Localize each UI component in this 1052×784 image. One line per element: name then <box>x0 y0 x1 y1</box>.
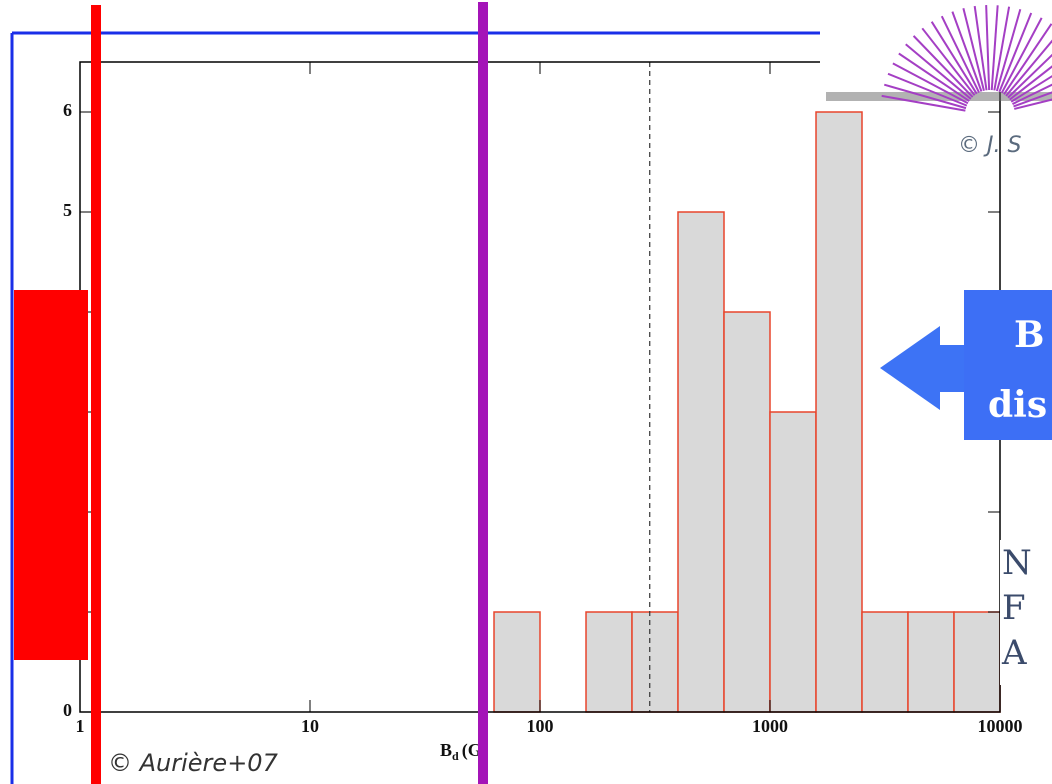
bar <box>862 612 908 712</box>
bar <box>586 612 632 712</box>
side-text: A <box>1001 633 1027 673</box>
callout-line: dis <box>988 384 1047 426</box>
x-tick-label: 100 <box>527 716 554 736</box>
x-tick-label: 1000 <box>752 716 788 736</box>
x-axis-label-symbol: B <box>440 740 452 760</box>
slide: 0123456110100100010000Bd(G) © J. S B dis… <box>0 0 1052 784</box>
bar <box>954 612 1000 712</box>
bar <box>908 612 954 712</box>
bar <box>494 612 540 712</box>
y-tick-label: 0 <box>63 700 72 720</box>
red-block <box>14 290 88 660</box>
credit-right: © J. S <box>958 133 1021 158</box>
y-tick-label: 5 <box>63 200 72 220</box>
side-text: N <box>1002 543 1032 583</box>
image <box>820 0 1052 111</box>
bar <box>678 212 724 712</box>
bar <box>632 612 678 712</box>
bar <box>724 312 770 712</box>
x-tick-label: 10 <box>301 716 319 736</box>
side-text: F <box>1002 588 1026 628</box>
x-tick-label: 1 <box>76 716 85 736</box>
bar <box>816 112 862 712</box>
x-tick-label: 10000 <box>978 716 1023 736</box>
credit-left: © Aurière+07 <box>108 749 279 777</box>
x-axis-label-subscript: d <box>452 749 459 763</box>
y-tick-label: 6 <box>63 100 72 120</box>
bar <box>770 412 816 712</box>
callout-line: B <box>1014 314 1044 356</box>
